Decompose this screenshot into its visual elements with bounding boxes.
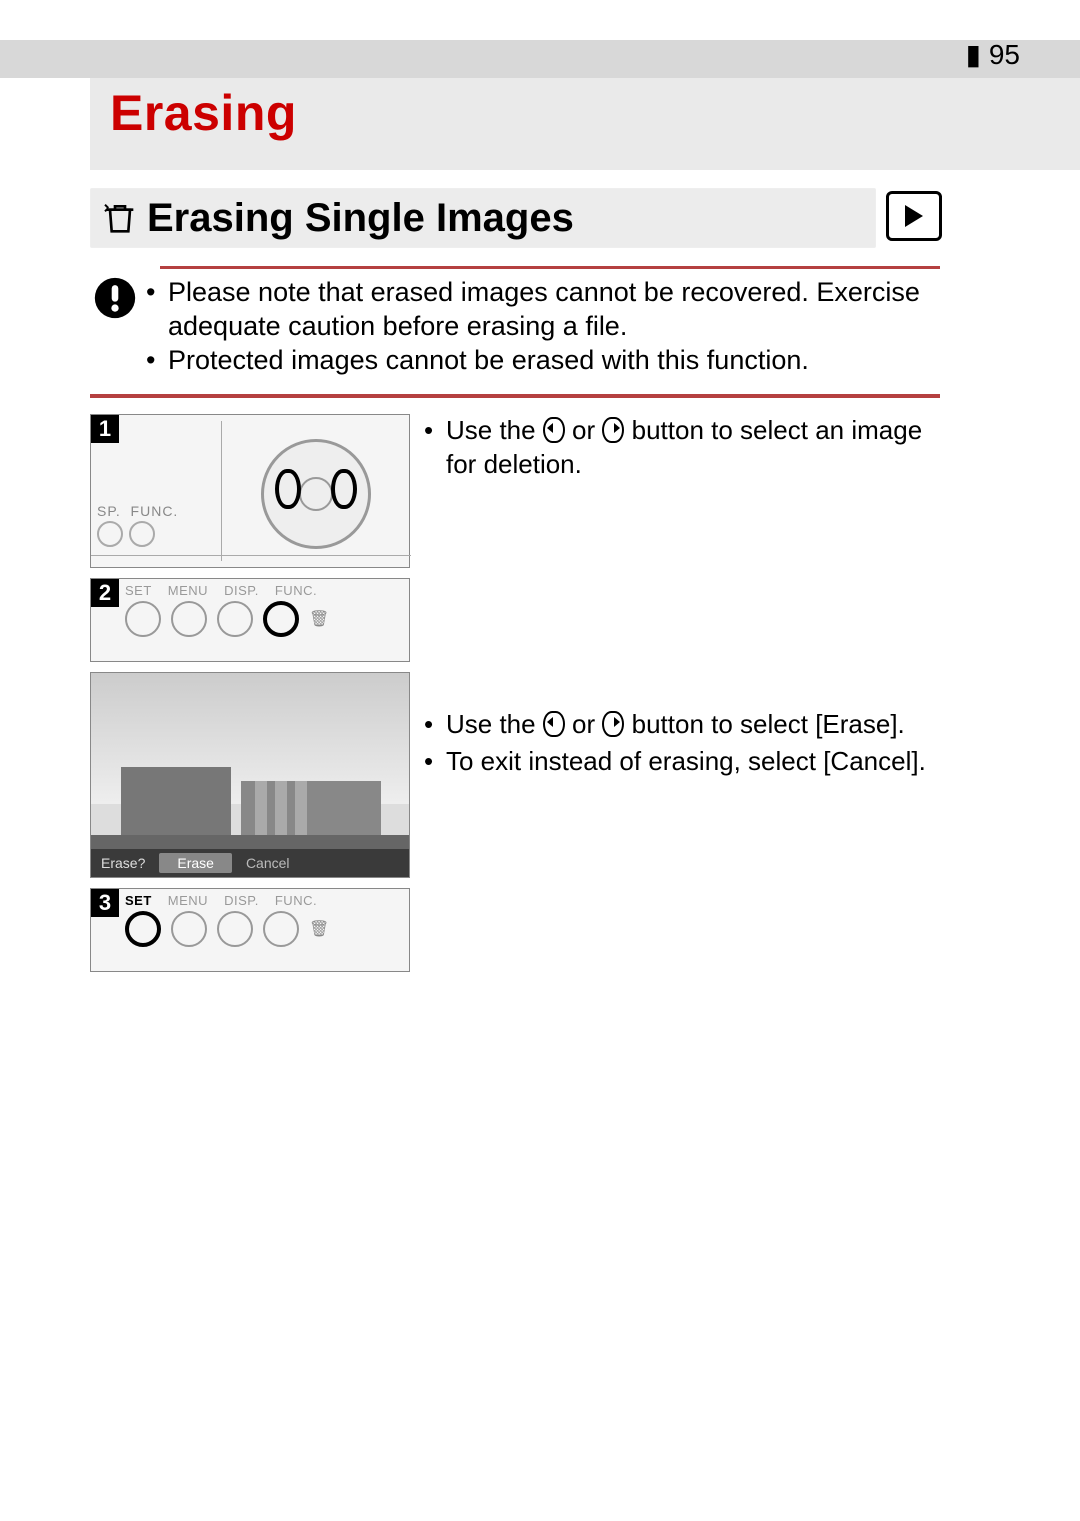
caution-text: Please note that erased images cannot be… xyxy=(140,276,940,377)
erase-prompt-bar: Erase? Erase Cancel xyxy=(91,849,409,877)
disp-func-buttons xyxy=(97,521,155,547)
top-header-bar xyxy=(0,40,1080,78)
menu-button xyxy=(171,601,207,637)
left-arrow-icon xyxy=(543,711,565,737)
section-title: Erasing Single Images xyxy=(147,196,574,241)
step-2-instruction-a: Use the or button to select [Erase]. xyxy=(424,708,944,742)
right-nav-highlight xyxy=(331,469,357,509)
right-arrow-icon xyxy=(602,417,624,443)
disp-button xyxy=(217,601,253,637)
erase-option-selected: Erase xyxy=(159,853,232,873)
step-number-2: 2 xyxy=(91,579,119,607)
step-3-diagram: 3 SET MENU DISP. FUNC. 🗑 xyxy=(90,888,410,972)
play-triangle-icon xyxy=(905,205,923,227)
button-labels-row: SET MENU DISP. FUNC. xyxy=(125,583,317,598)
chapter-title: Erasing xyxy=(110,84,1080,142)
cancel-option: Cancel xyxy=(236,855,300,871)
func-button-selected xyxy=(263,601,299,637)
lcd-preview: Erase? Erase Cancel xyxy=(90,672,410,878)
caution-icon xyxy=(90,276,140,377)
button-row: 🗑 xyxy=(125,601,327,637)
left-arrow-icon xyxy=(543,417,565,443)
disp-button xyxy=(217,911,253,947)
right-arrow-icon xyxy=(602,711,624,737)
set-button-selected xyxy=(125,911,161,947)
trash-icon xyxy=(97,195,143,241)
step-2-instruction-b: To exit instead of erasing, select [Canc… xyxy=(424,745,944,779)
trash-mini-icon: 🗑 xyxy=(309,609,327,629)
chapter-title-block: Erasing xyxy=(90,78,1080,170)
disp-func-label: SP. FUNC. xyxy=(97,503,178,519)
step-2-diagram: 2 SET MENU DISP. FUNC. 🗑 xyxy=(90,578,410,662)
button-row: 🗑 xyxy=(125,911,327,947)
instructions-column: Use the or button to select an image for… xyxy=(424,414,944,783)
button-labels-row: SET MENU DISP. FUNC. xyxy=(125,893,317,908)
caution-block: Please note that erased images cannot be… xyxy=(90,276,940,377)
set-button xyxy=(125,601,161,637)
caution-bullet: Please note that erased images cannot be… xyxy=(146,276,940,344)
step-1-diagram: 1 SP. FUNC. xyxy=(90,414,410,568)
trash-mini-icon: 🗑 xyxy=(309,919,327,939)
section-heading-bar: Erasing Single Images xyxy=(90,188,876,248)
divider-top xyxy=(160,266,940,269)
step-number-3: 3 xyxy=(91,889,119,917)
func-button xyxy=(263,911,299,947)
playback-mode-icon xyxy=(886,191,942,241)
step-diagrams-column: 1 SP. FUNC. 2 SET MENU DISP. FUNC. 🗑 xyxy=(90,414,410,982)
erase-prompt: Erase? xyxy=(91,855,155,871)
page-number: 95 xyxy=(966,38,1020,71)
step-number-1: 1 xyxy=(91,415,119,443)
left-nav-highlight xyxy=(275,469,301,509)
divider-bottom xyxy=(90,394,940,398)
menu-button xyxy=(171,911,207,947)
step-1-instruction: Use the or button to select an image for… xyxy=(424,414,944,482)
caution-bullet: Protected images cannot be erased with t… xyxy=(146,344,940,378)
